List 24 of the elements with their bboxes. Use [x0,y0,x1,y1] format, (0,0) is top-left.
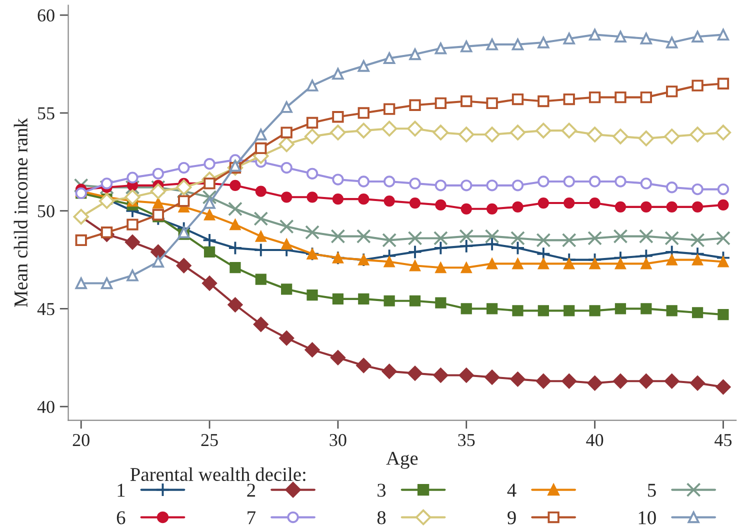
y-tick-label: 55 [38,107,54,120]
legend-label: 7 [248,511,256,524]
x-tick-label: 20 [72,434,90,446]
legend-label: 6 [116,511,126,524]
x-tick-label: 35 [458,434,475,446]
legend-title: Parental wealth decile: [130,467,306,482]
legend-label: 5 [648,484,656,497]
x-tick-label: 30 [330,434,346,446]
y-tick-label: 60 [38,9,54,22]
y-tick-label: 50 [38,205,54,218]
legend-label: 4 [507,484,516,497]
y-axis-title: Mean child income rank [14,118,28,307]
legend-label: 10 [638,511,656,524]
legend-label: 2 [247,484,256,497]
y-tick-label: 40 [37,400,54,414]
legend-label: 3 [378,484,386,497]
x-tick-label: 40 [586,434,604,446]
legend-label: 9 [508,511,516,524]
y-tick-label: 45 [37,303,54,316]
legend-label: 1 [118,484,125,497]
x-tick-label: 45 [714,434,732,446]
legend-label: 8 [377,511,386,524]
x-axis-title: Age [386,452,418,469]
x-tick-label: 25 [201,434,218,446]
